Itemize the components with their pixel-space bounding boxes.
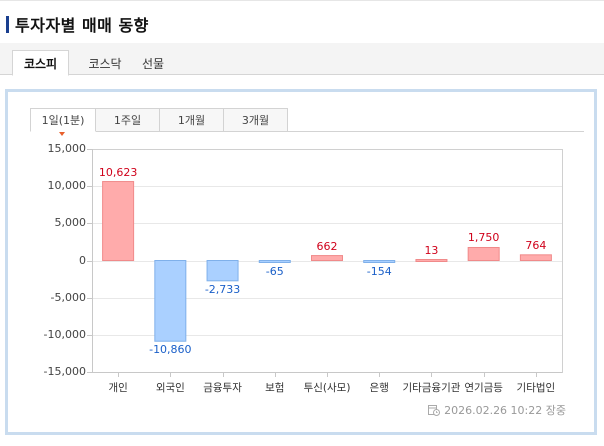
y-tick-label: 5,000 <box>54 215 87 229</box>
tab-1week-label: 1주일 <box>113 114 142 127</box>
bar-value-label: 662 <box>316 239 338 253</box>
tab-1day-label: 1일(1분) <box>41 114 85 127</box>
y-tick-label: 15,000 <box>47 141 87 155</box>
market-tab-bar: 코스피 코스닥 선물 <box>0 43 604 76</box>
period-tabs: 1일(1분) 1주일 1개월 3개월 <box>30 108 288 136</box>
bar-개인[interactable] <box>102 181 135 261</box>
bar-기타법인[interactable] <box>519 254 552 262</box>
tab-3month[interactable]: 3개월 <box>224 108 288 132</box>
x-category-label: 외국인 <box>155 382 185 394</box>
tab-1week[interactable]: 1주일 <box>96 108 160 132</box>
y-tick-label: 0 <box>79 253 86 267</box>
x-category-label: 기타법인 <box>516 382 556 394</box>
y-tick-label: -15,000 <box>43 364 86 378</box>
timestamp-text: 2026.02.26 10:22 장중 <box>444 404 566 417</box>
tab-kosdaq[interactable]: 코스닥 <box>88 56 122 71</box>
bar-value-label: -65 <box>265 264 284 278</box>
tab-kospi[interactable]: 코스피 <box>12 50 69 76</box>
bar-value-label: 1,750 <box>467 231 500 245</box>
y-tick-label: 10,000 <box>47 178 87 192</box>
bar-보험[interactable] <box>258 260 291 263</box>
bar-연기금등[interactable] <box>467 246 500 262</box>
bar-투신(사모)[interactable] <box>311 255 343 261</box>
y-tick-label: -10,000 <box>43 327 86 341</box>
bar-기타금융기관[interactable] <box>415 259 448 262</box>
x-category-label: 투신(사모) <box>303 382 351 394</box>
plot-area <box>87 149 563 377</box>
bar-은행[interactable] <box>363 260 396 263</box>
x-category-label: 금융투자 <box>203 382 242 394</box>
clock-calendar-icon <box>428 405 441 416</box>
bar-value-label: -2,733 <box>204 282 241 296</box>
x-category-label: 연기금등 <box>464 382 503 394</box>
timestamp-footer: 2026.02.26 10:22 장중 <box>428 402 566 418</box>
section-title: 투자자별 매매 동향 <box>6 14 149 35</box>
bar-금융투자[interactable] <box>206 260 239 282</box>
bar-value-label: 10,623 <box>98 165 138 179</box>
x-category-label: 은행 <box>369 382 389 394</box>
tab-3month-label: 3개월 <box>241 114 270 127</box>
x-category-label: 개인 <box>108 382 128 394</box>
bar-value-label: -154 <box>366 264 392 278</box>
bar-value-label: 764 <box>525 238 547 252</box>
bar-value-label: 13 <box>424 243 439 257</box>
page-title: 투자자별 매매 동향 <box>15 16 149 35</box>
x-category-label: 기타금융기관 <box>402 382 461 394</box>
bar-value-label: -10,860 <box>149 343 192 357</box>
y-tick-label: -5,000 <box>50 290 86 304</box>
investor-bar-chart: 15,000 10,000 5,000 0 -5,000 -10,000 -15,000 10… <box>8 92 594 432</box>
tab-futures[interactable]: 선물 <box>141 56 165 71</box>
chart-panel: 1일(1분) 1주일 1개월 3개월 15,000 10,000 5,000 0 -5,… <box>5 89 597 435</box>
tab-1month[interactable]: 1개월 <box>160 108 224 132</box>
bar-외국인[interactable] <box>154 260 187 342</box>
active-caret-icon <box>59 132 65 136</box>
period-tab-underline <box>286 131 584 132</box>
tab-1day[interactable]: 1일(1분) <box>30 108 96 136</box>
title-accent-bar <box>6 15 9 33</box>
x-category-label: 보험 <box>265 382 285 394</box>
top-divider <box>0 0 604 1</box>
tab-1month-label: 1개월 <box>177 114 206 127</box>
